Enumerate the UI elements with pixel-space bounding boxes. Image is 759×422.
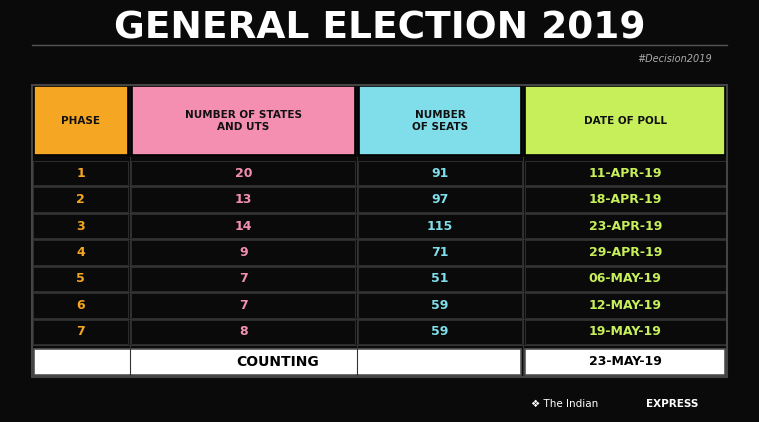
FancyBboxPatch shape xyxy=(33,319,128,344)
Text: 59: 59 xyxy=(431,299,449,312)
FancyBboxPatch shape xyxy=(34,349,521,375)
Text: DATE OF POLL: DATE OF POLL xyxy=(584,116,666,126)
FancyBboxPatch shape xyxy=(524,161,726,186)
FancyBboxPatch shape xyxy=(524,293,726,318)
FancyBboxPatch shape xyxy=(33,161,128,186)
FancyBboxPatch shape xyxy=(358,187,521,212)
Text: 5: 5 xyxy=(77,273,85,285)
Text: 91: 91 xyxy=(431,167,449,180)
Text: 3: 3 xyxy=(77,219,85,233)
FancyBboxPatch shape xyxy=(358,319,521,344)
Text: 23-APR-19: 23-APR-19 xyxy=(588,219,662,233)
Text: 4: 4 xyxy=(77,246,85,259)
FancyBboxPatch shape xyxy=(358,267,521,291)
FancyBboxPatch shape xyxy=(525,87,725,155)
FancyBboxPatch shape xyxy=(34,87,128,155)
Text: 29-APR-19: 29-APR-19 xyxy=(588,246,662,259)
FancyBboxPatch shape xyxy=(131,161,355,186)
FancyBboxPatch shape xyxy=(33,240,128,265)
FancyBboxPatch shape xyxy=(33,187,128,212)
FancyBboxPatch shape xyxy=(358,161,521,186)
Text: 20: 20 xyxy=(235,167,252,180)
Text: 23-MAY-19: 23-MAY-19 xyxy=(589,355,662,368)
Text: 6: 6 xyxy=(77,299,85,312)
Text: 51: 51 xyxy=(431,273,449,285)
Text: 9: 9 xyxy=(239,246,247,259)
Text: #Decision2019: #Decision2019 xyxy=(638,54,712,64)
Text: 14: 14 xyxy=(235,219,252,233)
FancyBboxPatch shape xyxy=(524,240,726,265)
Text: 19-MAY-19: 19-MAY-19 xyxy=(589,325,662,338)
FancyBboxPatch shape xyxy=(524,319,726,344)
FancyBboxPatch shape xyxy=(524,214,726,238)
FancyBboxPatch shape xyxy=(33,267,128,291)
Text: 115: 115 xyxy=(427,219,453,233)
Text: EXPRESS: EXPRESS xyxy=(647,399,699,409)
FancyBboxPatch shape xyxy=(359,87,521,155)
FancyBboxPatch shape xyxy=(131,187,355,212)
FancyBboxPatch shape xyxy=(358,293,521,318)
FancyBboxPatch shape xyxy=(131,293,355,318)
FancyBboxPatch shape xyxy=(358,214,521,238)
FancyBboxPatch shape xyxy=(131,214,355,238)
Text: 71: 71 xyxy=(431,246,449,259)
FancyBboxPatch shape xyxy=(131,319,355,344)
Text: 18-APR-19: 18-APR-19 xyxy=(588,193,662,206)
FancyBboxPatch shape xyxy=(131,267,355,291)
FancyBboxPatch shape xyxy=(524,267,726,291)
Text: 12-MAY-19: 12-MAY-19 xyxy=(589,299,662,312)
FancyBboxPatch shape xyxy=(525,349,725,375)
Text: ❖ The Indian: ❖ The Indian xyxy=(531,399,601,409)
FancyBboxPatch shape xyxy=(33,293,128,318)
Text: 7: 7 xyxy=(77,325,85,338)
Text: 97: 97 xyxy=(431,193,449,206)
Text: 13: 13 xyxy=(235,193,252,206)
Text: 1: 1 xyxy=(77,167,85,180)
Text: 59: 59 xyxy=(431,325,449,338)
Text: 8: 8 xyxy=(239,325,247,338)
FancyBboxPatch shape xyxy=(131,240,355,265)
Text: GENERAL ELECTION 2019: GENERAL ELECTION 2019 xyxy=(114,11,645,47)
Text: COUNTING: COUNTING xyxy=(236,355,319,369)
Text: NUMBER
OF SEATS: NUMBER OF SEATS xyxy=(412,110,468,132)
FancyBboxPatch shape xyxy=(132,87,354,155)
Text: NUMBER OF STATES
AND UTS: NUMBER OF STATES AND UTS xyxy=(185,110,302,132)
FancyBboxPatch shape xyxy=(33,214,128,238)
Text: 7: 7 xyxy=(239,273,247,285)
Text: PHASE: PHASE xyxy=(61,116,100,126)
FancyBboxPatch shape xyxy=(358,240,521,265)
Text: 06-MAY-19: 06-MAY-19 xyxy=(589,273,662,285)
Text: 7: 7 xyxy=(239,299,247,312)
FancyBboxPatch shape xyxy=(524,187,726,212)
Text: 2: 2 xyxy=(77,193,85,206)
Text: 11-APR-19: 11-APR-19 xyxy=(588,167,662,180)
